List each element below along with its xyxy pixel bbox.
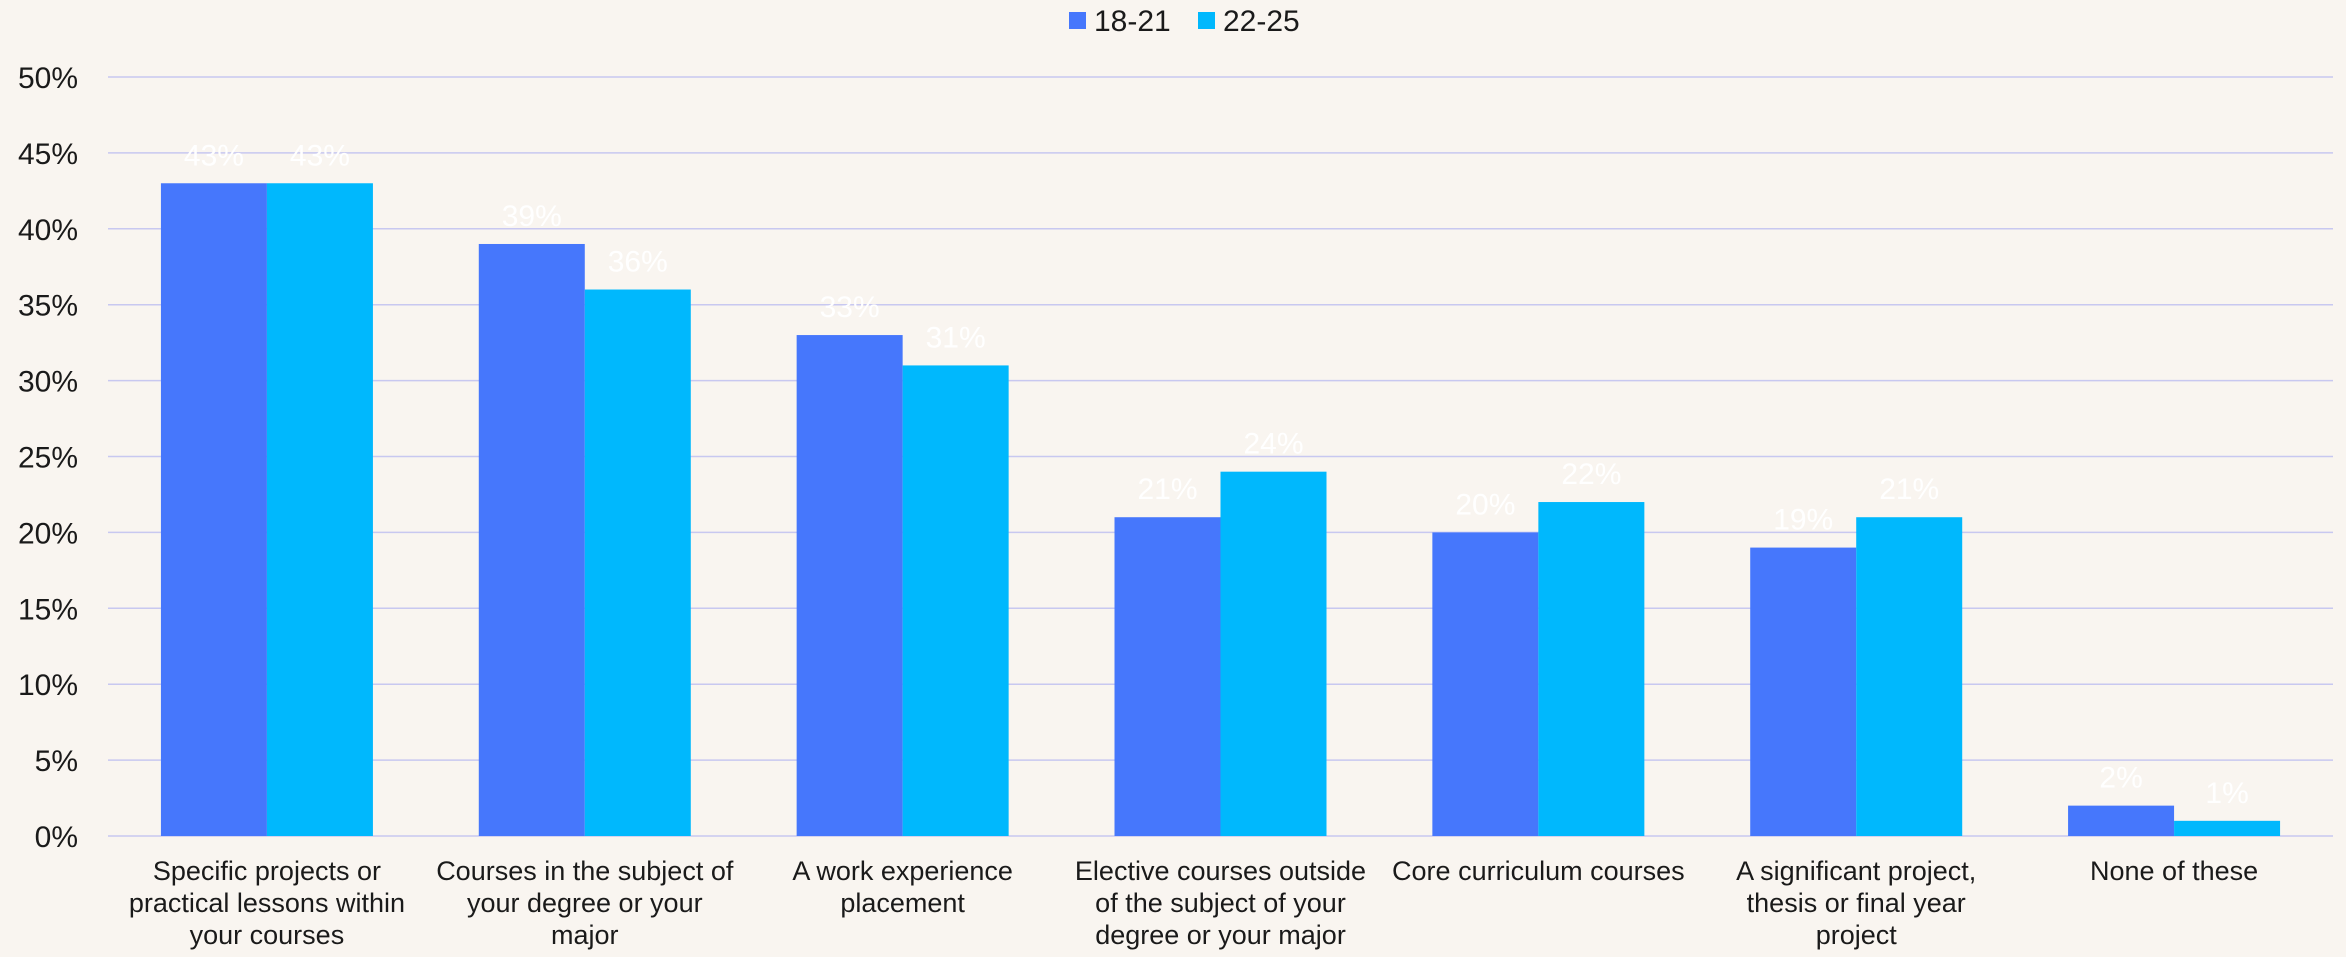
x-category-label-line: Core curriculum courses xyxy=(1392,856,1685,886)
bar-22-25 xyxy=(1538,502,1645,836)
y-tick-label: 0% xyxy=(35,821,78,854)
legend[interactable]: 18-21 22-25 xyxy=(1069,5,1300,38)
bar-18-21 xyxy=(796,335,903,836)
x-category-label-line: Elective courses outside xyxy=(1075,856,1366,886)
legend-label: 18-21 xyxy=(1094,5,1171,38)
bar-18-21 xyxy=(2068,805,2175,836)
data-label: 22% xyxy=(1561,458,1621,491)
y-tick-label: 50% xyxy=(18,62,78,95)
y-tick-label: 40% xyxy=(18,214,78,247)
x-category-label-line: of the subject of your xyxy=(1095,888,1346,918)
data-label: 2% xyxy=(2099,762,2142,795)
x-category-label: A work experience placement xyxy=(792,856,1013,918)
legend-swatch xyxy=(1069,12,1086,29)
x-category-label-line: Courses in the subject of xyxy=(436,856,734,886)
data-label: 43% xyxy=(184,139,244,172)
y-tick-label: 10% xyxy=(18,669,78,702)
y-tick-label: 20% xyxy=(18,517,78,550)
data-label: 24% xyxy=(1243,428,1303,461)
bar-22-25 xyxy=(1220,471,1327,836)
bar-22-25 xyxy=(266,183,373,836)
data-label: 43% xyxy=(290,139,350,172)
x-category-label: Specific projects or practical lessons wi… xyxy=(129,856,405,950)
x-axis-category-labels: Specific projects or practical lessons wi… xyxy=(129,856,2258,950)
data-label: 19% xyxy=(1773,504,1833,537)
data-labels: 43% 43% 39% 36% 33% 31% 21% 24% 20% 22% 19% 21% 2% 1% xyxy=(184,139,2249,810)
legend-swatch xyxy=(1198,12,1215,29)
x-category-label-line: None of these xyxy=(2090,856,2258,886)
bar-18-21 xyxy=(160,183,267,836)
legend-label: 22-25 xyxy=(1223,5,1300,38)
x-category-label-line: A work experience xyxy=(792,856,1013,886)
x-category-label: Courses in the subject of your degree or … xyxy=(436,856,734,950)
bar-18-21 xyxy=(1114,517,1221,836)
y-axis-tick-labels: 0% 5% 10% 15% 20% 25% 30% 35% 40% 45% 50% xyxy=(18,62,78,854)
y-tick-label: 35% xyxy=(18,290,78,323)
bar-18-21 xyxy=(478,243,585,837)
x-category-label: Core curriculum courses xyxy=(1392,856,1685,886)
x-category-label: A significant project, thesis or final ye… xyxy=(1736,856,1976,950)
x-category-label-line: project xyxy=(1816,920,1898,950)
x-category-label-line: A significant project, xyxy=(1736,856,1976,886)
legend-item-18-21[interactable]: 18-21 xyxy=(1069,5,1171,38)
x-category-label: None of these xyxy=(2090,856,2258,886)
data-label: 21% xyxy=(1137,473,1197,506)
y-tick-label: 15% xyxy=(18,593,78,626)
x-category-label-line: thesis or final year xyxy=(1747,888,1966,918)
data-label: 1% xyxy=(2205,777,2248,810)
x-category-label: Elective courses outside of the subject o… xyxy=(1075,856,1366,950)
data-label: 36% xyxy=(608,246,668,279)
x-category-label-line: placement xyxy=(840,888,965,918)
x-category-label-line: practical lessons within xyxy=(129,888,405,918)
data-label: 33% xyxy=(820,291,880,324)
bar-18-21 xyxy=(1432,532,1539,836)
x-category-label-line: major xyxy=(551,920,619,950)
bar-22-25 xyxy=(902,365,1009,836)
y-tick-label: 45% xyxy=(18,138,78,171)
legend-item-22-25[interactable]: 22-25 xyxy=(1198,5,1300,38)
x-category-label-line: your courses xyxy=(190,920,345,950)
data-label: 21% xyxy=(1879,473,1939,506)
bar-22-25 xyxy=(2174,820,2281,836)
x-category-label-line: Specific projects or xyxy=(153,856,381,886)
data-label: 39% xyxy=(502,200,562,233)
y-tick-label: 5% xyxy=(35,745,78,778)
data-label: 20% xyxy=(1455,488,1515,521)
y-tick-label: 25% xyxy=(18,442,78,475)
bar-22-25 xyxy=(584,289,691,836)
bar-18-21 xyxy=(1750,547,1857,836)
y-tick-label: 30% xyxy=(18,366,78,399)
bar-22-25 xyxy=(1856,517,1963,836)
x-category-label-line: degree or your major xyxy=(1095,920,1346,950)
x-category-label-line: your degree or your xyxy=(467,888,703,918)
bars xyxy=(160,183,2281,837)
data-label: 31% xyxy=(926,321,986,354)
